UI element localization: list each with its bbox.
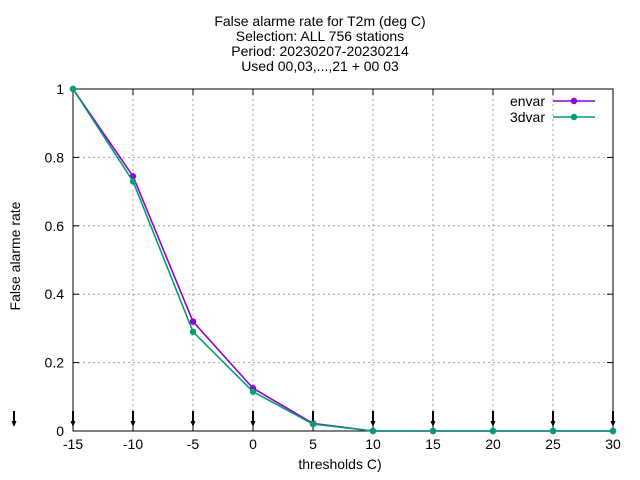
x-tick-label: -5: [187, 436, 200, 452]
plot-frame: [72, 88, 614, 432]
x-tick-label: 20: [485, 436, 501, 452]
threshold-arrow-head: [70, 421, 76, 427]
x-axis-label: thresholds C): [298, 456, 382, 472]
data-point-envar: [189, 318, 197, 325]
y-tick-label: 0.2: [45, 355, 65, 371]
x-tick-label: 30: [605, 436, 621, 452]
x-tick-label: 25: [545, 436, 561, 452]
y-tick-label: 0.6: [45, 218, 65, 234]
y-axis-label: False alarme rate: [7, 201, 23, 311]
y-tick-label: 0: [56, 423, 64, 439]
data-point-3dvar: [549, 427, 557, 435]
chart-title-line-4: Used 00,03,...,21 + 00 03: [241, 58, 399, 74]
threshold-arrow-head: [550, 421, 556, 427]
legend-marker-3dvar: [570, 113, 578, 121]
threshold-arrow-head: [370, 421, 376, 427]
threshold-arrow-head: [490, 421, 496, 427]
x-tick-label: 5: [309, 436, 317, 452]
threshold-arrow-head: [250, 421, 256, 427]
threshold-arrow-head: [11, 421, 17, 427]
chart-title-line-3: Period: 20230207-20230214: [231, 43, 409, 59]
legend-marker-envar: [570, 97, 578, 105]
chart-title-line-2: Selection: ALL 756 stations: [235, 28, 405, 44]
data-point-3dvar: [489, 427, 497, 435]
threshold-arrow-head: [430, 421, 436, 427]
series-line-envar: [72, 88, 613, 432]
data-point-3dvar: [69, 85, 77, 93]
threshold-arrow-head: [130, 421, 136, 427]
data-point-3dvar: [249, 388, 257, 395]
y-tick-label: 0.4: [45, 286, 65, 302]
data-point-3dvar: [129, 178, 137, 185]
chart-title-line-1: False alarme rate for T2m (deg C): [214, 13, 426, 29]
series-line-3dvar: [72, 88, 613, 432]
threshold-arrow-head: [610, 421, 616, 427]
data-point-3dvar: [309, 420, 317, 428]
data-point-3dvar: [369, 427, 377, 435]
x-tick-label: -15: [63, 436, 83, 452]
x-tick-label: 15: [425, 436, 441, 452]
x-tick-label: 10: [365, 436, 381, 452]
data-point-3dvar: [609, 427, 617, 435]
y-tick-label: 0.8: [45, 149, 65, 165]
legend-label-3dvar: 3dvar: [510, 109, 545, 125]
y-tick-label: 1: [56, 81, 64, 97]
legend-label-envar: envar: [510, 93, 545, 109]
data-point-3dvar: [429, 427, 437, 435]
x-tick-label: 0: [249, 436, 257, 452]
threshold-arrow-head: [190, 421, 196, 427]
data-point-3dvar: [189, 328, 197, 336]
x-tick-label: -10: [123, 436, 143, 452]
